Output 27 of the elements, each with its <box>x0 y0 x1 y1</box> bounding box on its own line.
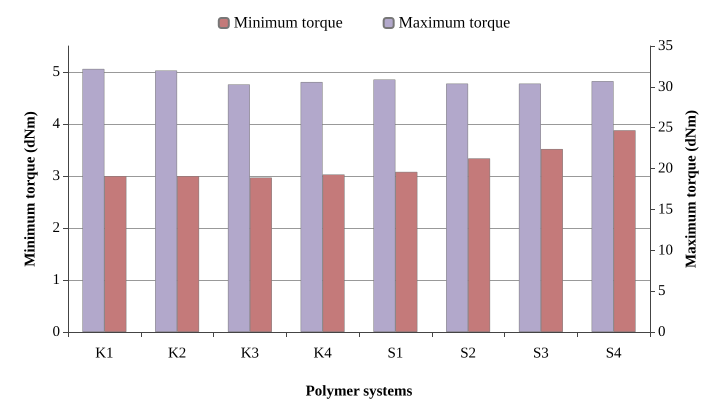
x-tick-label: K1 <box>95 346 114 362</box>
y2-tick-label: 15 <box>658 201 673 218</box>
x-tick-label: S2 <box>460 346 476 362</box>
y2-tick-label: 30 <box>658 78 673 95</box>
x-tick-label: S4 <box>606 346 622 362</box>
y2-tick-label: 20 <box>658 160 673 177</box>
x-tick-label: K3 <box>240 346 260 362</box>
y-tick-label: 4 <box>52 116 60 132</box>
x-tick-label: S1 <box>387 346 404 362</box>
y-tick-label: 3 <box>52 168 60 184</box>
y-tick-label: 0 <box>52 324 60 340</box>
x-tick-label: K4 <box>313 346 332 362</box>
y-tick-label: 5 <box>52 64 60 80</box>
y2-tick-label: 10 <box>658 242 673 258</box>
y2-tick-label: 35 <box>658 38 673 54</box>
y2-tick-label: 25 <box>658 120 673 136</box>
y-tick-label: 1 <box>52 272 60 288</box>
x-axis-title: Polymer systems <box>306 384 413 400</box>
y2-tick-label: 5 <box>658 283 666 300</box>
y2-axis-title: Maximum torque (dNm) <box>683 110 700 268</box>
x-tick-label: S3 <box>532 346 549 362</box>
y-tick-label: 2 <box>52 220 60 236</box>
x-tick-label: K2 <box>168 346 186 362</box>
legend-label: Maximum torque <box>398 14 510 32</box>
y2-tick-label: 0 <box>658 324 666 340</box>
legend-label: Minimum torque <box>234 14 343 32</box>
y-axis-title: Minimum torque (dNm) <box>22 111 38 267</box>
